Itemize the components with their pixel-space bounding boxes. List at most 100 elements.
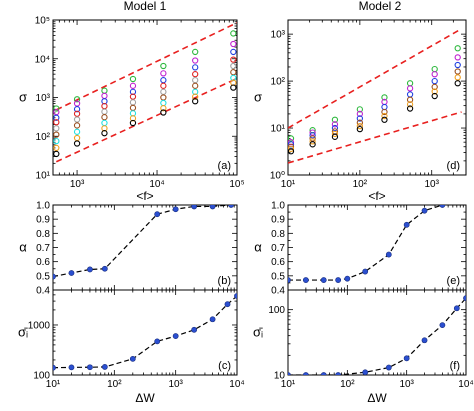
scatter-point [160, 70, 167, 77]
y-tick-label: 0.8 [271, 229, 285, 240]
scatter-point [356, 119, 364, 126]
y-tick-label: 0.4 [271, 286, 285, 297]
plot-frame [287, 204, 467, 291]
bound-line [288, 28, 462, 129]
scatter-point [288, 135, 295, 142]
data-point [68, 364, 75, 371]
scatter-point [230, 84, 237, 91]
scatter-point [431, 65, 438, 73]
y-tick-label: 10⁰ [270, 171, 285, 182]
data-point [335, 372, 342, 375]
panel-label: (c) [218, 360, 231, 372]
scatter-point [356, 122, 364, 130]
scatter-point [73, 134, 81, 142]
scatter-point [406, 91, 414, 98]
x-tick-label: 10² [353, 179, 368, 190]
scatter-point [129, 119, 137, 127]
data-point [101, 364, 108, 370]
x-axis-label: <f> [368, 189, 385, 203]
data-point [362, 268, 369, 275]
series-line [53, 205, 232, 278]
scatter-point [406, 105, 414, 112]
x-tick-label: 10² [107, 379, 122, 390]
data-point [154, 338, 161, 345]
y-tick-label: 10⁴ [35, 54, 50, 65]
scatter-point [73, 96, 81, 103]
y-tick-label: 0.9 [271, 215, 285, 226]
scatter-point [331, 116, 339, 123]
scatter-point [73, 110, 81, 117]
data-point [209, 316, 216, 323]
data-point [224, 301, 231, 308]
scatter-point [101, 92, 108, 100]
scatter-point [331, 121, 339, 128]
scatter-point [160, 105, 167, 112]
data-point [288, 372, 291, 375]
scatter-point [406, 85, 414, 92]
scatter-point [356, 110, 364, 118]
scatter-point [192, 98, 199, 105]
scatter-point [192, 77, 199, 84]
scatter-point [454, 68, 461, 75]
y-axis-label: σ [254, 90, 262, 105]
scatter-point [53, 108, 60, 116]
scatter-point [309, 132, 316, 139]
scatter-point [192, 48, 199, 56]
scatter-point [73, 106, 81, 113]
plot-area [53, 205, 234, 280]
scatter-point [356, 106, 364, 113]
scatter-point [129, 75, 137, 83]
scatter-point [309, 135, 316, 142]
scatter-point [192, 93, 199, 100]
scatter-point [160, 88, 167, 95]
scatter-point [406, 96, 414, 103]
data-point [385, 251, 392, 258]
scatter-point [53, 131, 60, 138]
scatter-point [73, 122, 81, 129]
data-point [439, 322, 446, 329]
scatter-point [53, 119, 60, 126]
x-tick-label: 10³ [424, 179, 439, 190]
x-tick-label: 10³ [168, 379, 183, 390]
scatter-point [309, 129, 316, 136]
scatter-point [101, 130, 108, 137]
y-tick-label: 10³ [36, 93, 51, 104]
panel-e: 0.4 0.5 0.6 0.7 0.8 0.9 1.0 α (e) [254, 201, 467, 297]
scatter-point [230, 62, 237, 70]
plot-area [288, 295, 466, 375]
scatter-point [288, 141, 295, 148]
panel-label: (a) [218, 160, 231, 172]
scatter-point [129, 104, 137, 112]
y-tick-label: 10² [36, 132, 51, 143]
scatter-point [288, 145, 295, 153]
scatter-point [381, 94, 388, 101]
y-tick-label: 1.0 [271, 201, 285, 212]
x-tick-label: 10⁴ [149, 179, 164, 190]
y-tick-label: 0.8 [36, 229, 50, 240]
scatter-point [230, 30, 237, 37]
plot-area [53, 22, 237, 163]
data-point [191, 205, 198, 210]
scatter-point [101, 119, 108, 127]
data-point [234, 293, 237, 299]
scatter-point [454, 74, 461, 81]
x-tick-label: 10³ [399, 379, 414, 390]
y-tick-label: 0.9 [36, 215, 50, 226]
scatter-point [431, 92, 438, 100]
plot-frame [52, 19, 238, 176]
y-tick-label: 1.0 [36, 201, 50, 212]
plot-frame [52, 204, 238, 291]
y-tick-label: 100 [33, 371, 50, 382]
data-point [172, 333, 179, 339]
scatter-point [331, 130, 339, 138]
scatter-point [53, 105, 60, 112]
scatter-point [192, 64, 199, 71]
scatter-point [230, 48, 237, 56]
scatter-point [454, 80, 461, 87]
data-point [228, 205, 234, 208]
data-point [87, 364, 93, 371]
x-tick-label: 10¹ [46, 379, 61, 390]
x-tick-label: 10⁵ [229, 179, 244, 190]
scatter-point [454, 45, 461, 52]
